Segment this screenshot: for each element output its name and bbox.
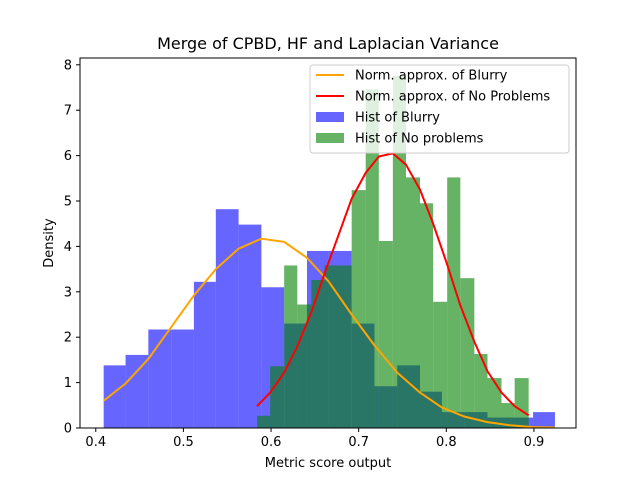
blurry-hist-bar — [193, 281, 216, 428]
y-axis-label: Density — [42, 218, 57, 268]
y-tick-label: 4 — [64, 240, 72, 255]
no-problems-hist-bar — [405, 177, 421, 428]
y-tick-label: 3 — [64, 285, 72, 300]
chart-title: Merge of CPBD, HF and Laplacian Variance — [157, 34, 499, 53]
legend: Norm. approx. of Blurry Norm. approx. of … — [309, 64, 570, 154]
x-axis-label: Metric score output — [265, 456, 392, 471]
blurry-hist-bar — [238, 224, 262, 428]
blurry-hist-bar — [171, 329, 194, 428]
x-tick-label: 0.5 — [173, 435, 194, 450]
legend-patch-swatch — [316, 112, 344, 122]
y-tick-label: 2 — [64, 331, 72, 346]
legend-patch-swatch — [316, 133, 344, 143]
no-problems-hist-bar — [447, 177, 461, 428]
blurry-hist-bar — [215, 209, 239, 428]
blurry-normal-line — [103, 237, 555, 429]
y-tick-label: 0 — [64, 422, 72, 437]
no-problems-hist-bar — [297, 304, 312, 428]
no-problems-hist-bar — [351, 190, 366, 428]
y-tick-label: 6 — [64, 149, 72, 164]
no-problems-hist-bar — [324, 265, 339, 428]
no-problems-hist-bar — [311, 280, 325, 428]
x-tick-label: 0.6 — [261, 435, 282, 450]
x-tick-label: 0.9 — [524, 435, 545, 450]
y-axis-ticks: 0 1 2 3 4 5 6 7 8 — [64, 58, 80, 437]
y-tick-label: 5 — [64, 195, 72, 210]
blurry-hist-bar — [125, 354, 149, 428]
no-problems-hist-bar — [257, 415, 271, 428]
x-tick-label: 0.7 — [348, 435, 369, 450]
blurry-hist-bar — [103, 365, 126, 428]
no-problems-hist-bar — [378, 240, 393, 428]
no-problems-hist-bar — [501, 403, 515, 428]
blurry-hist-bar — [148, 329, 172, 428]
histogram-bars — [103, 75, 555, 429]
y-tick-label: 8 — [64, 58, 72, 73]
legend-label: Norm. approx. of Blurry — [355, 69, 508, 84]
x-tick-label: 0.8 — [436, 435, 457, 450]
no-problems-hist-bar — [460, 278, 475, 428]
y-tick-label: 1 — [64, 376, 72, 391]
x-axis-ticks: 0.4 0.5 0.6 0.7 0.8 0.9 — [85, 428, 544, 450]
no-problems-hist-bar — [270, 366, 285, 428]
y-tick-label: 7 — [64, 104, 72, 119]
no-problems-hist-bar — [365, 89, 379, 428]
legend-label: Hist of Blurry — [355, 111, 440, 126]
blurry-hist-bar — [533, 412, 555, 428]
no-problems-hist-bar — [392, 75, 406, 429]
x-tick-label: 0.4 — [85, 435, 106, 450]
no-problems-hist-bar — [420, 203, 434, 428]
no-problems-hist-bar — [487, 378, 502, 428]
legend-label: Hist of No problems — [355, 132, 484, 147]
no-problems-hist-bar — [474, 354, 488, 428]
legend-label: Norm. approx. of No Problems — [355, 90, 550, 105]
no-problems-hist-bar — [433, 301, 448, 428]
no-problems-hist-bar — [514, 378, 529, 428]
legend-box — [309, 64, 570, 154]
no-problems-hist-bar — [338, 265, 352, 428]
plot-frame — [79, 57, 577, 429]
no-problems-hist-bar — [284, 265, 298, 428]
